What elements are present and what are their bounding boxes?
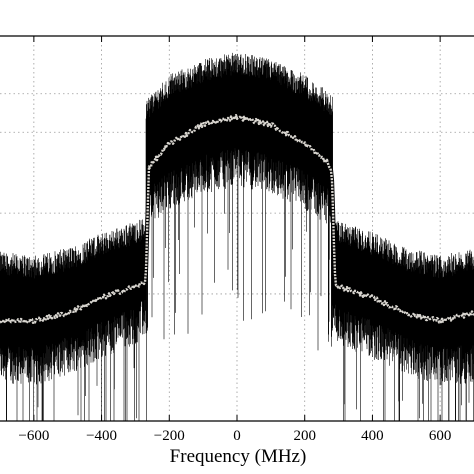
plot-area: [0, 52, 474, 421]
x-tick-label: −600: [18, 428, 49, 444]
x-tick-label: 0: [233, 428, 241, 444]
x-tick-label: 600: [429, 428, 452, 444]
x-tick-label: 200: [293, 428, 316, 444]
mean-curve: [0, 114, 474, 325]
x-axis: −600 −400 −200 0 200 400 600: [18, 36, 451, 444]
x-tick-label: −200: [154, 428, 185, 444]
x-tick-label: −400: [86, 428, 117, 444]
x-tick-label: 400: [361, 428, 384, 444]
x-axis-label: Frequency (MHz): [170, 446, 307, 467]
